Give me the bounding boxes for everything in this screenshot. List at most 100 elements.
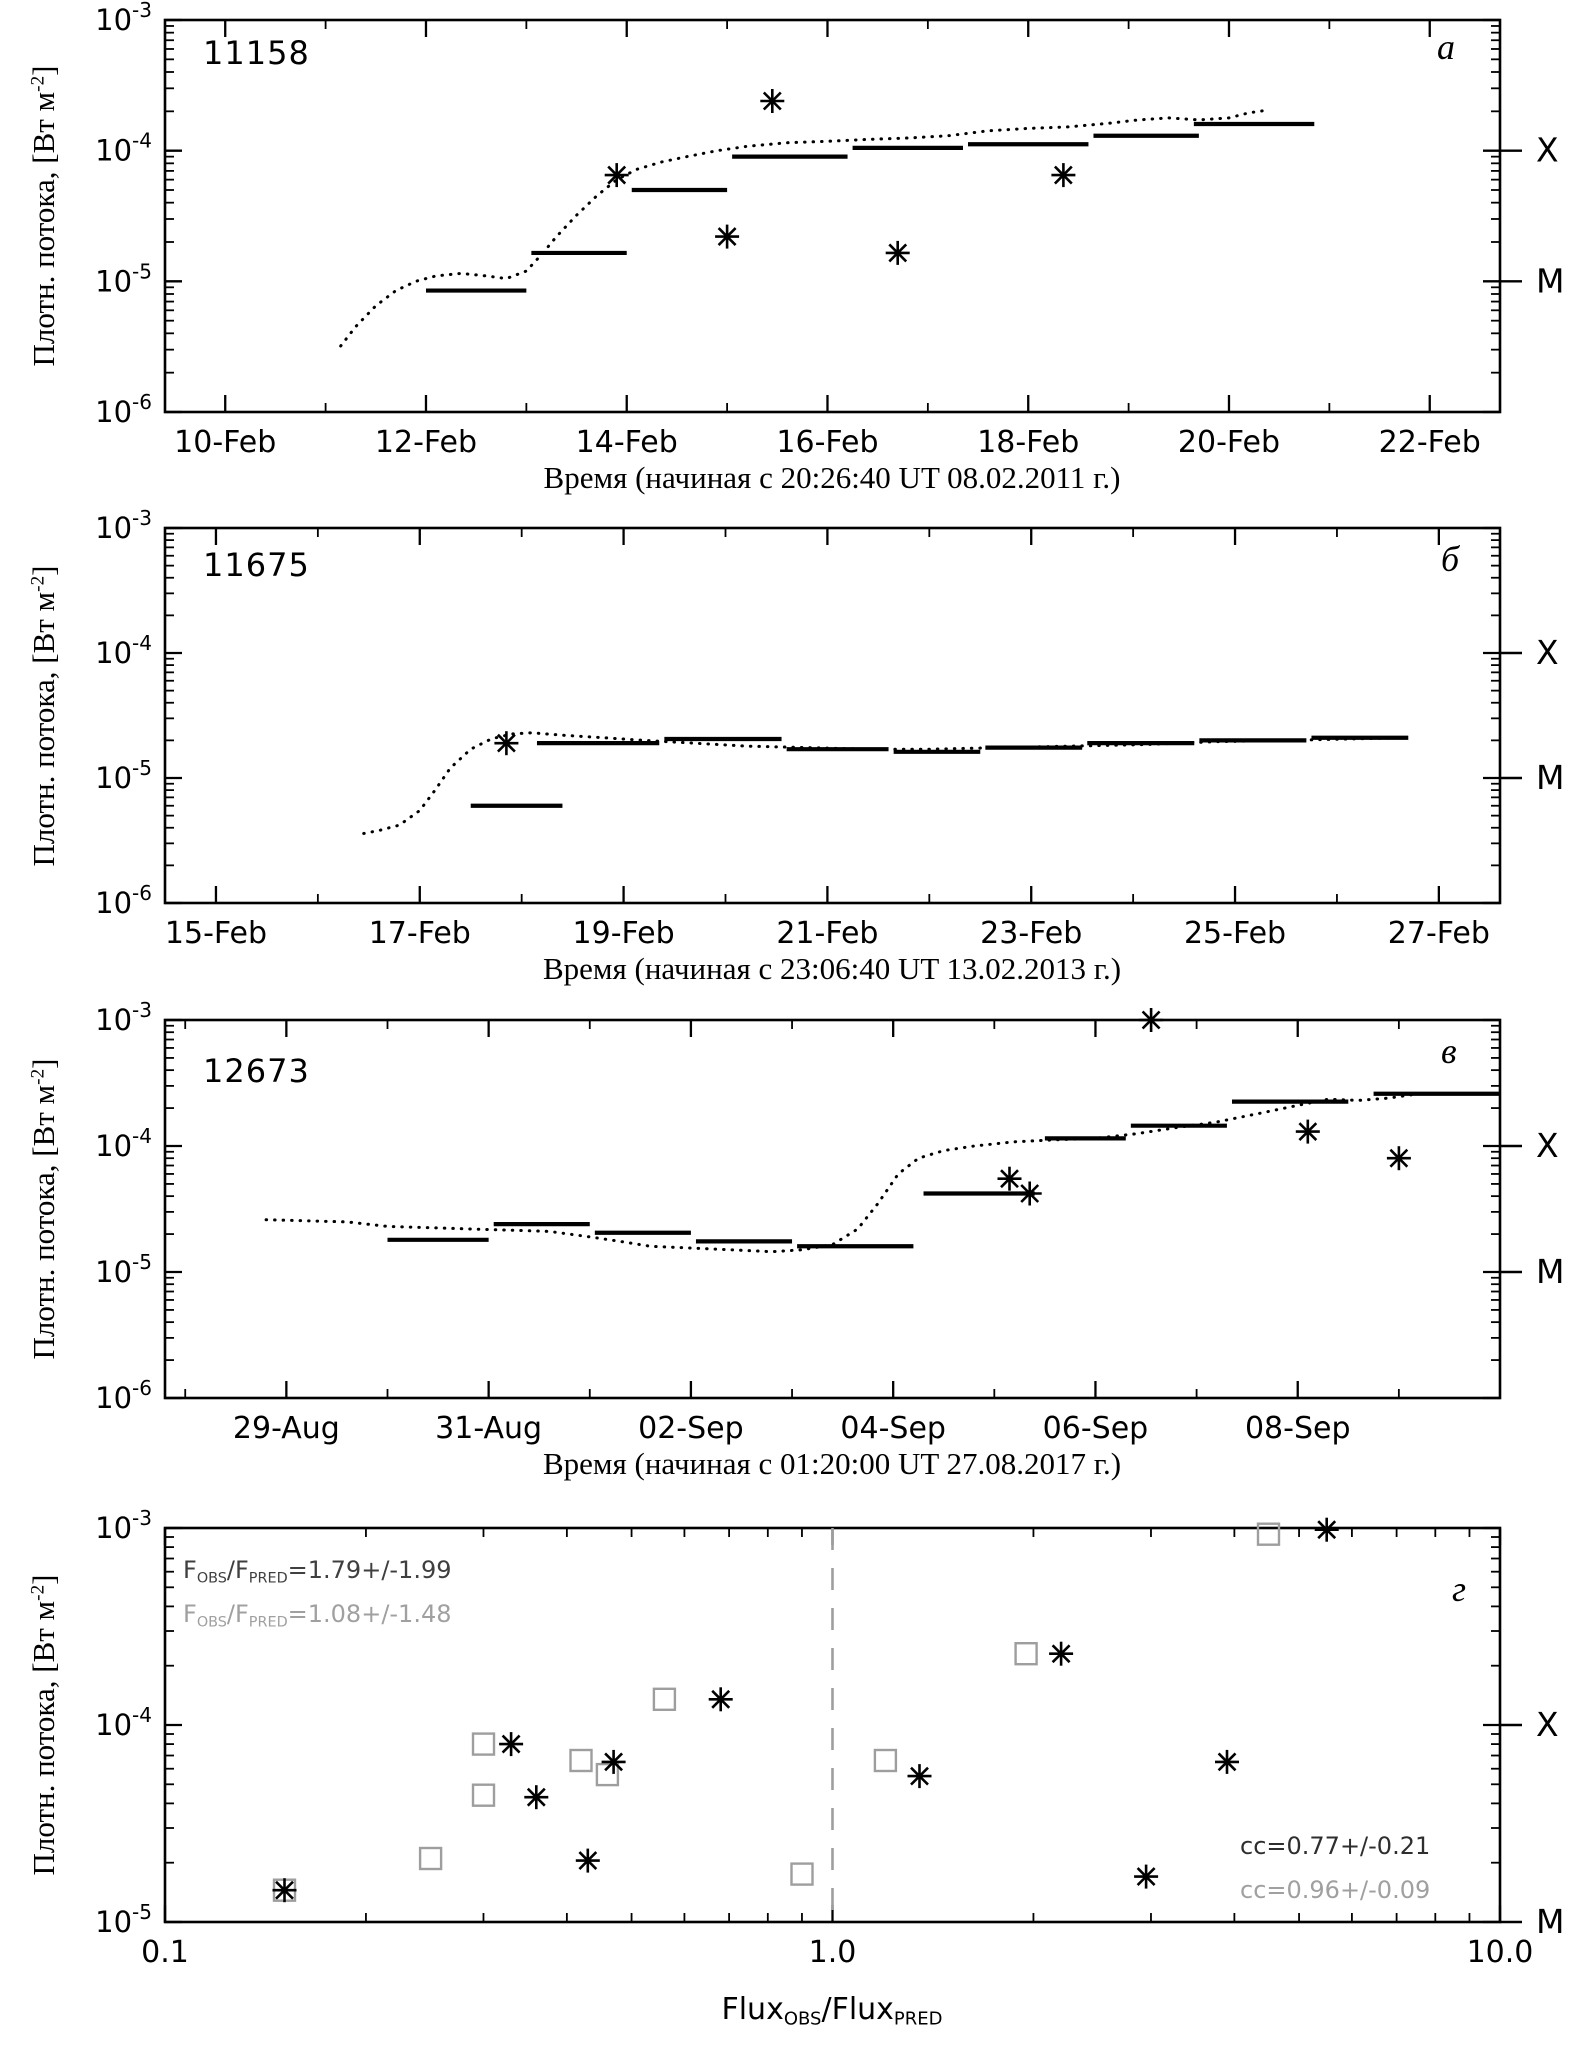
panel-g: 10-5 10-4 10-3 0.1 1.0 10.0 X M: [95, 1506, 1564, 1970]
annotation-cc-dark: cc=0.77+/-0.21: [1240, 1832, 1431, 1860]
x-tick-label: 29-Aug: [233, 1411, 340, 1446]
x-tick-label: 15-Feb: [165, 916, 267, 951]
xlabel-flux-obs: Flux: [721, 1992, 784, 2027]
flare-asterisk-marker: [1314, 1517, 1339, 1542]
flare-asterisk-marker: [1139, 1008, 1164, 1032]
y-axis-label-text: Плотн. потока, [Вт м: [26, 591, 61, 867]
flare-asterisk-marker: [907, 1764, 932, 1789]
y-axis-label-close: ]: [26, 65, 61, 76]
x-tick-label: 20-Feb: [1178, 425, 1280, 460]
y-tick-label: 10-3: [95, 0, 152, 37]
xlabel-flux-pred: /Flux: [821, 1992, 894, 2027]
plot-frame: [163, 18, 1502, 414]
flux-class-label-X: X: [1536, 1705, 1559, 1744]
x-tick-label: 04-Sep: [840, 1411, 946, 1446]
x-tick-label: 10-Feb: [174, 425, 276, 460]
panel-letter-v: в: [1441, 1031, 1457, 1071]
ann-sub-pred: PRED: [248, 1614, 288, 1631]
flare-asterisk-marker: [272, 1878, 297, 1903]
flare-asterisk-marker: [708, 1687, 733, 1712]
x-tick-label: 16-Feb: [776, 425, 878, 460]
x-tick-label: 12-Feb: [375, 425, 477, 460]
flare-asterisk-marker: [604, 163, 629, 188]
y-axis-label-sup: -2: [27, 1584, 49, 1601]
flux-class-label-X: X: [1536, 1126, 1559, 1165]
ann-sub-pred: PRED: [248, 1570, 288, 1587]
y-tick-label: 10-5: [95, 1250, 152, 1289]
flare-asterisk-marker: [1215, 1749, 1239, 1774]
ann-f2: /F: [226, 1556, 249, 1584]
x-tick-label: 21-Feb: [776, 916, 878, 951]
y-tick-label: 10-4: [95, 1703, 152, 1742]
y-axis-label-sup: -2: [27, 75, 49, 92]
region-id-12673: 12673: [203, 1052, 310, 1090]
y-tick-label: 10-3: [95, 998, 152, 1037]
ann-f2: /F: [226, 1600, 249, 1628]
panel-v: 10-6 10-5 10-4 10-3 29-Aug 31-Aug 02-Sep 04-Sep…: [95, 998, 1564, 1446]
y-axis-label-sup: -2: [27, 1068, 49, 1085]
y-tick-label: 10-4: [95, 631, 152, 670]
flare-asterisk-marker: [1134, 1864, 1159, 1889]
y-axis-label-close: ]: [26, 1574, 61, 1585]
flare-asterisk-marker: [1017, 1181, 1042, 1206]
flare-asterisk-marker: [1295, 1119, 1320, 1144]
axis-ticks: [165, 526, 1500, 905]
prediction-square-marker: [471, 1783, 496, 1807]
flare-asterisk-marker: [575, 1848, 600, 1873]
y-axis-label-text: Плотн. потока, [Вт м: [26, 1600, 61, 1876]
prediction-square-marker: [790, 1862, 814, 1886]
annotation-fobs-fpred-gray: FOBS/FPRED=1.08+/-1.48: [183, 1600, 452, 1630]
x-tick-label: 02-Sep: [638, 1411, 744, 1446]
x-axis-label-a: Время (начиная с 20:26:40 UT 08.02.2011 …: [543, 460, 1121, 495]
flare-asterisk-marker: [524, 1785, 549, 1810]
panel-a: 10-6 10-5 10-4 10-3 10-Feb 12-Feb 14-Feb 16-Feb…: [95, 0, 1564, 460]
plot-frame: [163, 1018, 1502, 1400]
flux-class-label-M: M: [1536, 1902, 1564, 1941]
x-tick-label: 0.1: [141, 1935, 189, 1970]
annotation-cc-gray: cc=0.96+/-0.09: [1240, 1876, 1431, 1904]
x-tick-label: 06-Sep: [1043, 1411, 1149, 1446]
y-tick-label: 10-4: [95, 1124, 152, 1163]
x-axis-label-b: Время (начиная с 23:06:40 UT 13.02.2013 …: [542, 951, 1122, 986]
axis-ticks: [163, 1526, 1502, 1924]
panel-letter-a: а: [1437, 27, 1455, 67]
flare-asterisk-marker: [760, 89, 785, 113]
y-axis-label-sup: -2: [27, 575, 49, 592]
xlabel-sub-obs: OBS: [783, 2008, 822, 2030]
flare-asterisk-marker: [885, 240, 910, 265]
plot-frame: [163, 526, 1502, 905]
prediction-square-marker: [652, 1687, 677, 1712]
observed-flux-dotted-curve: [264, 1092, 1421, 1254]
flux-class-label-M: M: [1536, 758, 1564, 797]
flare-asterisk-marker: [1051, 163, 1076, 188]
y-axis-label-text: Плотн. потока, [Вт м: [26, 91, 61, 367]
y-tick-label: 10-6: [95, 881, 152, 920]
x-tick-label: 23-Feb: [980, 916, 1082, 951]
x-tick-label: 1.0: [809, 1935, 857, 1970]
prediction-square-marker: [418, 1846, 443, 1871]
y-tick-label: 10-5: [95, 756, 152, 795]
x-axis-label-v: Время (начиная с 01:20:00 UT 27.08.2017 …: [542, 1446, 1122, 1481]
flare-asterisk-marker: [499, 1732, 524, 1757]
y-axis-label-a: Плотн. потока, [Вт м-2]: [26, 66, 62, 367]
y-axis-label-close: ]: [26, 565, 61, 576]
prediction-square-marker: [1256, 1522, 1281, 1546]
flare-asterisk-marker: [1049, 1641, 1074, 1666]
annotation-fobs-fpred-dark: FOBS/FPRED=1.79+/-1.99: [183, 1556, 452, 1586]
y-axis-label-text: Плотн. потока, [Вт м: [26, 1084, 61, 1360]
prediction-square-marker: [595, 1762, 620, 1787]
x-tick-label: 19-Feb: [573, 916, 675, 951]
prediction-square-marker: [1014, 1641, 1038, 1666]
panel-letter-b: б: [1441, 539, 1460, 579]
axis-ticks: [165, 18, 1500, 414]
y-tick-label: 10-6: [95, 1376, 152, 1415]
prediction-square-marker: [471, 1732, 496, 1756]
flare-asterisk-marker: [494, 731, 519, 756]
x-tick-label: 22-Feb: [1379, 425, 1481, 460]
y-tick-label: 10-3: [95, 506, 152, 545]
x-tick-label: 10.0: [1467, 1935, 1534, 1970]
ann-sub-obs: OBS: [196, 1570, 227, 1587]
y-axis-label-b: Плотн. потока, [Вт м-2]: [26, 566, 62, 867]
